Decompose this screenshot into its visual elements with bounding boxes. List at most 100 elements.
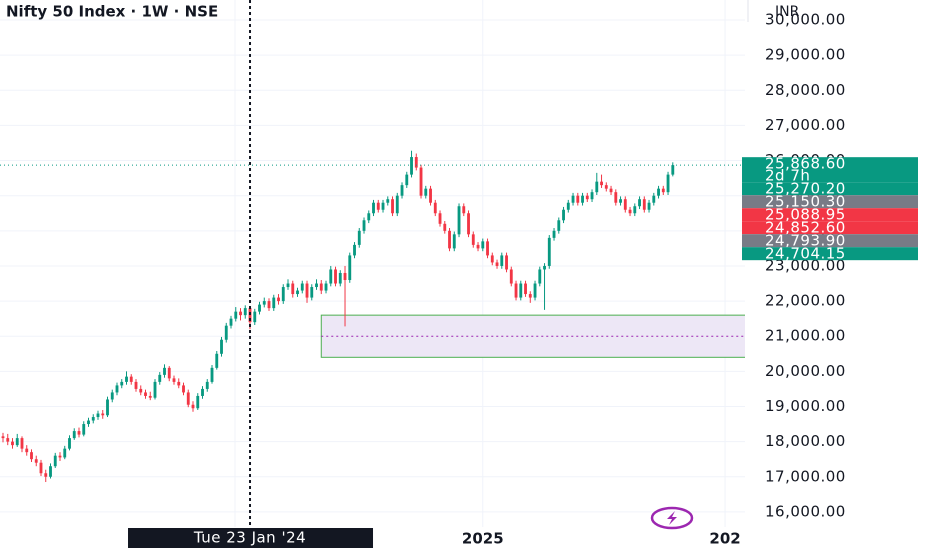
price-axis: 16,000.00 17,000.00 18,000.00 19,000.00 20,0… (765, 11, 846, 521)
candle-body (581, 195, 584, 203)
candle-body (205, 381, 209, 389)
candle-body (68, 438, 71, 449)
candle-body (348, 255, 352, 281)
candle-body (376, 202, 380, 210)
plot-area (0, 150, 745, 483)
candle-body (395, 195, 399, 214)
candle-body (186, 392, 190, 405)
price-badge (742, 157, 918, 183)
candle-body (467, 213, 470, 235)
currency-label: INR (775, 4, 800, 20)
price-badge-label: 25,088.95 (765, 206, 846, 224)
candle-body (224, 325, 228, 340)
x-tick-label: 202 (709, 530, 740, 548)
candle-body (286, 283, 290, 288)
candle-body (666, 174, 670, 193)
candle-body (576, 195, 580, 203)
x-tick-label: 2025 (462, 530, 504, 548)
candle-body (633, 206, 637, 214)
candle-body (519, 283, 523, 298)
y-tick-label: 27,000.00 (765, 116, 846, 134)
candle-body (281, 287, 285, 302)
candle-body (201, 388, 204, 396)
candle-body (609, 188, 613, 193)
price-badge-label: 24,852.60 (765, 219, 846, 237)
candle-body (91, 417, 95, 421)
candle-body (547, 237, 551, 266)
y-tick-label: 29,000.00 (765, 46, 846, 64)
candle-body (585, 195, 589, 200)
candle-body (210, 367, 214, 382)
candle-body (362, 220, 366, 231)
candle-body (39, 462, 43, 474)
y-tick-label: 18,000.00 (765, 432, 846, 450)
candle-body (438, 213, 442, 224)
candle-body (63, 448, 67, 458)
candle-body (334, 269, 337, 284)
candle-body (443, 223, 447, 231)
candle-body (182, 385, 185, 393)
price-badge-label: 25,270.20 (765, 180, 846, 198)
candle-body (329, 269, 333, 284)
candle-body (357, 230, 361, 245)
price-badge (742, 234, 918, 248)
candle-body (495, 262, 499, 266)
price-badge (742, 182, 918, 196)
candle-body (490, 255, 494, 263)
candle-body (243, 308, 247, 316)
candle-body (215, 353, 219, 368)
candle-body (25, 448, 29, 453)
candle-body (381, 202, 385, 210)
candle-body (106, 399, 109, 416)
candle-body (163, 367, 166, 375)
candle-body (144, 392, 147, 396)
candle-body (191, 404, 195, 409)
price-badge-label: 25,868.60 (765, 155, 846, 173)
candle-body (153, 381, 157, 398)
candle-body (671, 165, 675, 175)
candle-body (148, 395, 152, 398)
candle-body (628, 209, 632, 214)
candle-body (324, 283, 328, 291)
candle-body (262, 301, 266, 305)
y-tick-label: 17,000.00 (765, 467, 846, 485)
candle-body (77, 431, 81, 435)
grid (0, 0, 745, 527)
candle-body (524, 283, 527, 295)
candle-body (590, 192, 594, 200)
price-badge-label: 24,793.90 (765, 232, 846, 250)
candle-body (604, 185, 608, 189)
price-badge-label: 24,704.15 (765, 245, 846, 263)
y-tick-label: 20,000.00 (765, 362, 846, 380)
y-tick-label: 30,000.00 (765, 11, 846, 29)
candle-body (405, 174, 409, 186)
candle-body (514, 283, 518, 298)
candle-body (96, 413, 100, 418)
candle-body (500, 255, 504, 266)
candle-body (419, 167, 423, 196)
candle-body (296, 290, 299, 295)
candle-body (58, 455, 62, 458)
candle-body (134, 381, 138, 389)
countdown-label: 2d 7h (765, 167, 810, 185)
candle-body (452, 234, 456, 249)
price-badge (742, 208, 918, 222)
candle-body (652, 195, 656, 203)
candle-body (139, 388, 143, 393)
candle-body (528, 294, 532, 298)
candle-body (557, 220, 561, 231)
candle-body (1, 436, 5, 439)
candle-body (595, 181, 599, 193)
candle-body (657, 188, 660, 196)
candle-body (462, 206, 466, 214)
candle-body (220, 339, 223, 354)
replay-icon[interactable] (650, 506, 694, 530)
candle-body (642, 199, 646, 210)
candle-body (53, 455, 57, 467)
candle-body (367, 213, 371, 221)
candle-body (87, 420, 90, 425)
y-tick-label: 23,000.00 (765, 256, 846, 274)
candle-body (234, 311, 238, 319)
